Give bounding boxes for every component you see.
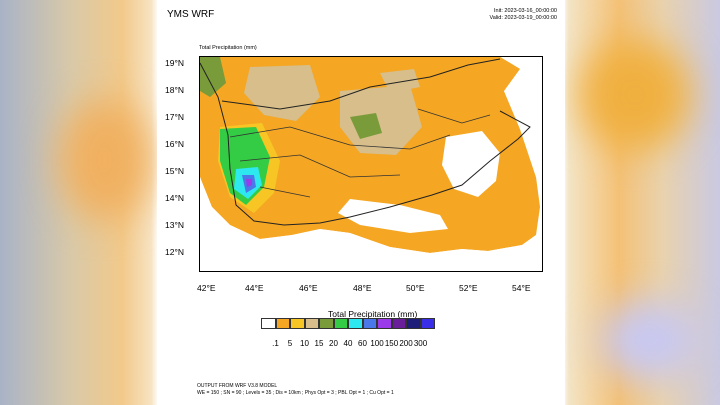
border-north <box>221 58 501 110</box>
colorbar-swatch <box>362 318 377 329</box>
colorbar <box>261 318 435 329</box>
field-label: Total Precipitation (mm) <box>199 45 257 51</box>
lat-label-14n: 14°N <box>165 193 184 203</box>
background-glow-left <box>60 100 150 220</box>
precip-area-purple <box>246 179 252 187</box>
lon-label-54e: 54°E <box>512 283 531 293</box>
colorbar-level-label: 15 <box>314 339 324 348</box>
lon-label-52e: 52°E <box>459 283 478 293</box>
lon-label-44e: 44°E <box>245 283 264 293</box>
colorbar-swatch <box>406 318 421 329</box>
footer-config: WE = 150 ; SN = 90 ; Levels = 35 ; Dis =… <box>197 390 394 396</box>
colorbar-swatch <box>275 318 290 329</box>
precipitation-map <box>199 56 543 272</box>
colorbar-level-label: 5 <box>287 339 293 348</box>
lat-label-13n: 13°N <box>165 220 184 230</box>
lat-label-16n: 16°N <box>165 139 184 149</box>
lat-label-19n: 19°N <box>165 58 184 68</box>
precipitation-map-graphic <box>200 57 542 271</box>
lon-label-46e: 46°E <box>299 283 318 293</box>
init-time: Init: 2023-03-16_00:00:00 <box>494 8 557 14</box>
precip-area-olive-2 <box>200 57 226 97</box>
background-glow-right-bottom <box>600 300 700 380</box>
colorbar-swatch <box>420 318 435 329</box>
colorbar-swatch <box>377 318 392 329</box>
colorbar-level-label: 300 <box>413 339 428 348</box>
dry-zone-north-east <box>432 57 520 127</box>
lon-label-50e: 50°E <box>406 283 425 293</box>
colorbar-level-label: 100 <box>370 339 384 348</box>
lat-label-17n: 17°N <box>165 112 184 122</box>
colorbar-swatch <box>290 318 305 329</box>
border-governorates <box>229 108 491 198</box>
dry-zone-far-east <box>504 67 542 185</box>
map-title: YMS WRF <box>167 9 215 20</box>
lon-label-48e: 48°E <box>353 283 372 293</box>
colorbar-level-label: 10 <box>300 339 309 348</box>
dry-zone-east <box>442 131 500 197</box>
footer-model: OUTPUT FROM WRF V3.8 MODEL <box>197 383 278 389</box>
colorbar-swatch <box>348 318 363 329</box>
colorbar-swatch <box>319 318 334 329</box>
lat-label-18n: 18°N <box>165 85 184 95</box>
lon-label-42e: 42°E <box>197 283 216 293</box>
precip-area-tan-3 <box>380 69 420 93</box>
dry-zone-sea <box>200 177 260 267</box>
colorbar-level-label: .1 <box>272 339 279 348</box>
colorbar-level-label: 150 <box>384 339 399 348</box>
dry-zone-bottom <box>200 229 540 271</box>
precip-area-olive-1 <box>350 113 382 139</box>
map-sheet: YMS WRF Init: 2023-03-16_00:00:00 Valid:… <box>157 0 565 405</box>
colorbar-level-label: 20 <box>329 339 338 348</box>
colorbar-level-label: 60 <box>358 339 367 348</box>
lat-label-15n: 15°N <box>165 166 184 176</box>
colorbar-swatch <box>304 318 319 329</box>
dry-zone-south <box>338 199 448 233</box>
colorbar-level-label: 200 <box>399 339 413 348</box>
colorbar-swatch <box>391 318 406 329</box>
colorbar-swatch <box>261 318 276 329</box>
colorbar-level-label: 40 <box>343 339 353 348</box>
background-glow-right <box>580 40 690 150</box>
coastline-yemen <box>200 62 531 226</box>
lat-label-12n: 12°N <box>165 247 184 257</box>
colorbar-title: Total Precipitation (mm) <box>328 309 418 319</box>
valid-time: Valid: 2023-03-19_00:00:00 <box>489 15 557 21</box>
colorbar-swatch <box>333 318 348 329</box>
